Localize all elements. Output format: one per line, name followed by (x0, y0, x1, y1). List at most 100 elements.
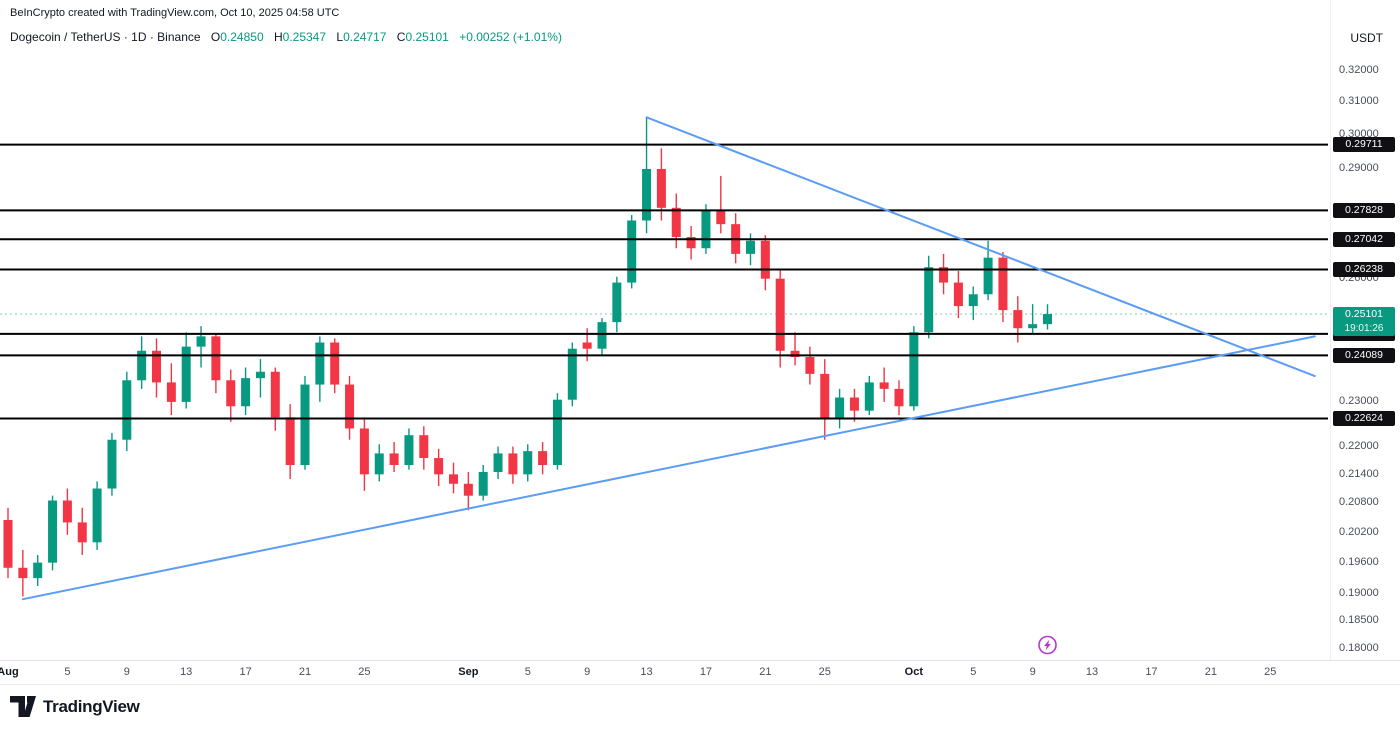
level-price-badge: 0.27828 (1333, 202, 1395, 218)
candle-body (122, 380, 132, 440)
candle-body (359, 428, 369, 475)
candle-body (152, 350, 161, 383)
candle-body (924, 267, 934, 333)
candle-body (389, 453, 399, 465)
price-tick-label: 0.22000 (1339, 440, 1379, 453)
candle-body (404, 435, 414, 465)
candle-body (77, 522, 87, 543)
descending-trendline[interactable] (645, 116, 1316, 378)
price-axis[interactable]: 0.32000 0.31000 0.30000 0.29000 0.26000 0.230… (1330, 0, 1400, 660)
time-tick-label: 25 (818, 666, 831, 678)
candle-body (701, 209, 711, 249)
candle-body (849, 397, 859, 411)
price-tick-label: 0.18500 (1339, 614, 1379, 627)
time-tick-label: 21 (759, 666, 772, 678)
price-tick-label: 0.19000 (1339, 587, 1379, 600)
candle-body (241, 378, 251, 407)
candle-body (775, 278, 785, 351)
candle-body (211, 336, 221, 381)
candle-body (716, 209, 726, 225)
tradingview-logo[interactable]: TradingView (10, 696, 140, 718)
candle-body (62, 500, 72, 523)
candle-body (300, 384, 310, 465)
lightning-marker-icon[interactable] (1038, 635, 1057, 655)
price-tick-label: 0.21400 (1339, 467, 1379, 480)
time-tick-label: 13 (1085, 666, 1099, 678)
currency-label: USDT (1350, 31, 1383, 45)
chart-pane[interactable] (0, 0, 1330, 660)
candle-body (196, 336, 206, 347)
low-label: L (336, 30, 344, 44)
time-tick-label: 9 (123, 666, 130, 678)
candle-body (642, 168, 652, 221)
time-tick-label: 17 (699, 666, 713, 678)
high-value: 0.25347 (282, 30, 327, 44)
time-tick-label: 5 (524, 666, 531, 678)
open-value: 0.24850 (220, 30, 264, 44)
candle-body (953, 282, 963, 307)
time-tick-label: 17 (1145, 666, 1158, 678)
candle-body (746, 240, 755, 254)
level-price-badge: 0.22624 (1333, 410, 1395, 426)
candle-body (166, 382, 176, 402)
candle-body (686, 237, 696, 249)
candle-body (478, 471, 488, 496)
time-tick-label: 17 (239, 666, 252, 678)
candle-body (181, 346, 191, 402)
candle-body (567, 348, 577, 400)
candle-body (538, 451, 548, 465)
candle-body (790, 350, 800, 358)
candle-body (33, 562, 43, 579)
price-change: +0.00252 (+1.01%) (459, 30, 562, 44)
candle-body (864, 382, 874, 411)
level-price-badge: 0.27042 (1333, 231, 1395, 247)
price-tick-label: 0.31000 (1339, 95, 1379, 108)
symbol-title[interactable]: Dogecoin / TetherUS · 1D · Binance (10, 30, 201, 44)
candle-body (1028, 324, 1038, 329)
candle-body (523, 451, 533, 475)
candle-body (835, 397, 845, 420)
time-tick-label: 5 (970, 666, 977, 678)
time-tick-label: 13 (180, 666, 193, 678)
candle-body (983, 257, 993, 295)
ascending-trendline[interactable] (21, 335, 1316, 601)
candle-body (137, 350, 147, 381)
candle-body (968, 294, 978, 307)
time-tick-label: Oct (904, 666, 924, 678)
time-tick-label: Sep (458, 666, 479, 678)
candle-body (434, 458, 444, 475)
candle-body (582, 342, 592, 349)
time-tick-label: 25 (1264, 666, 1277, 678)
time-tick-label: 21 (298, 666, 312, 678)
candle-body (612, 282, 622, 323)
level-price-badge: 0.24089 (1333, 347, 1395, 363)
candle-body (760, 240, 770, 279)
high-label: H (273, 30, 283, 44)
candle-body (345, 384, 355, 429)
candle-body (656, 168, 666, 208)
low-value: 0.24717 (343, 30, 387, 44)
candle-body (107, 439, 117, 489)
candle-body (3, 519, 13, 568)
time-tick-label: Aug (0, 666, 19, 678)
time-tick-label: 9 (584, 666, 591, 678)
candle-body (330, 342, 340, 385)
level-price-badge: 0.26238 (1333, 262, 1395, 278)
candle-body (449, 474, 458, 484)
symbol-legend[interactable]: Dogecoin / TetherUS · 1D · Binance O0.24… (10, 30, 562, 44)
candle-body (493, 453, 503, 472)
price-tick-label: 0.20200 (1339, 525, 1379, 538)
time-tick-label: 9 (1029, 666, 1036, 678)
candle-body (939, 267, 949, 283)
time-axis[interactable]: Aug 5 9 13 17 21 25 Sep 5 9 13 17 21 25 Oct 5 9 13 17 21 25 (0, 660, 1400, 685)
candle-body (226, 380, 236, 407)
open-label: O (210, 30, 221, 44)
time-tick-label: 13 (640, 666, 653, 678)
price-tick-label: 0.18000 (1339, 641, 1379, 654)
candle-body (671, 207, 681, 238)
candle-body (998, 257, 1008, 311)
candle-body (315, 342, 325, 385)
candle-body (419, 435, 429, 459)
last-price-badge: 0.25101 19:01:26 (1333, 306, 1395, 336)
price-tick-label: 0.32000 (1339, 63, 1379, 76)
